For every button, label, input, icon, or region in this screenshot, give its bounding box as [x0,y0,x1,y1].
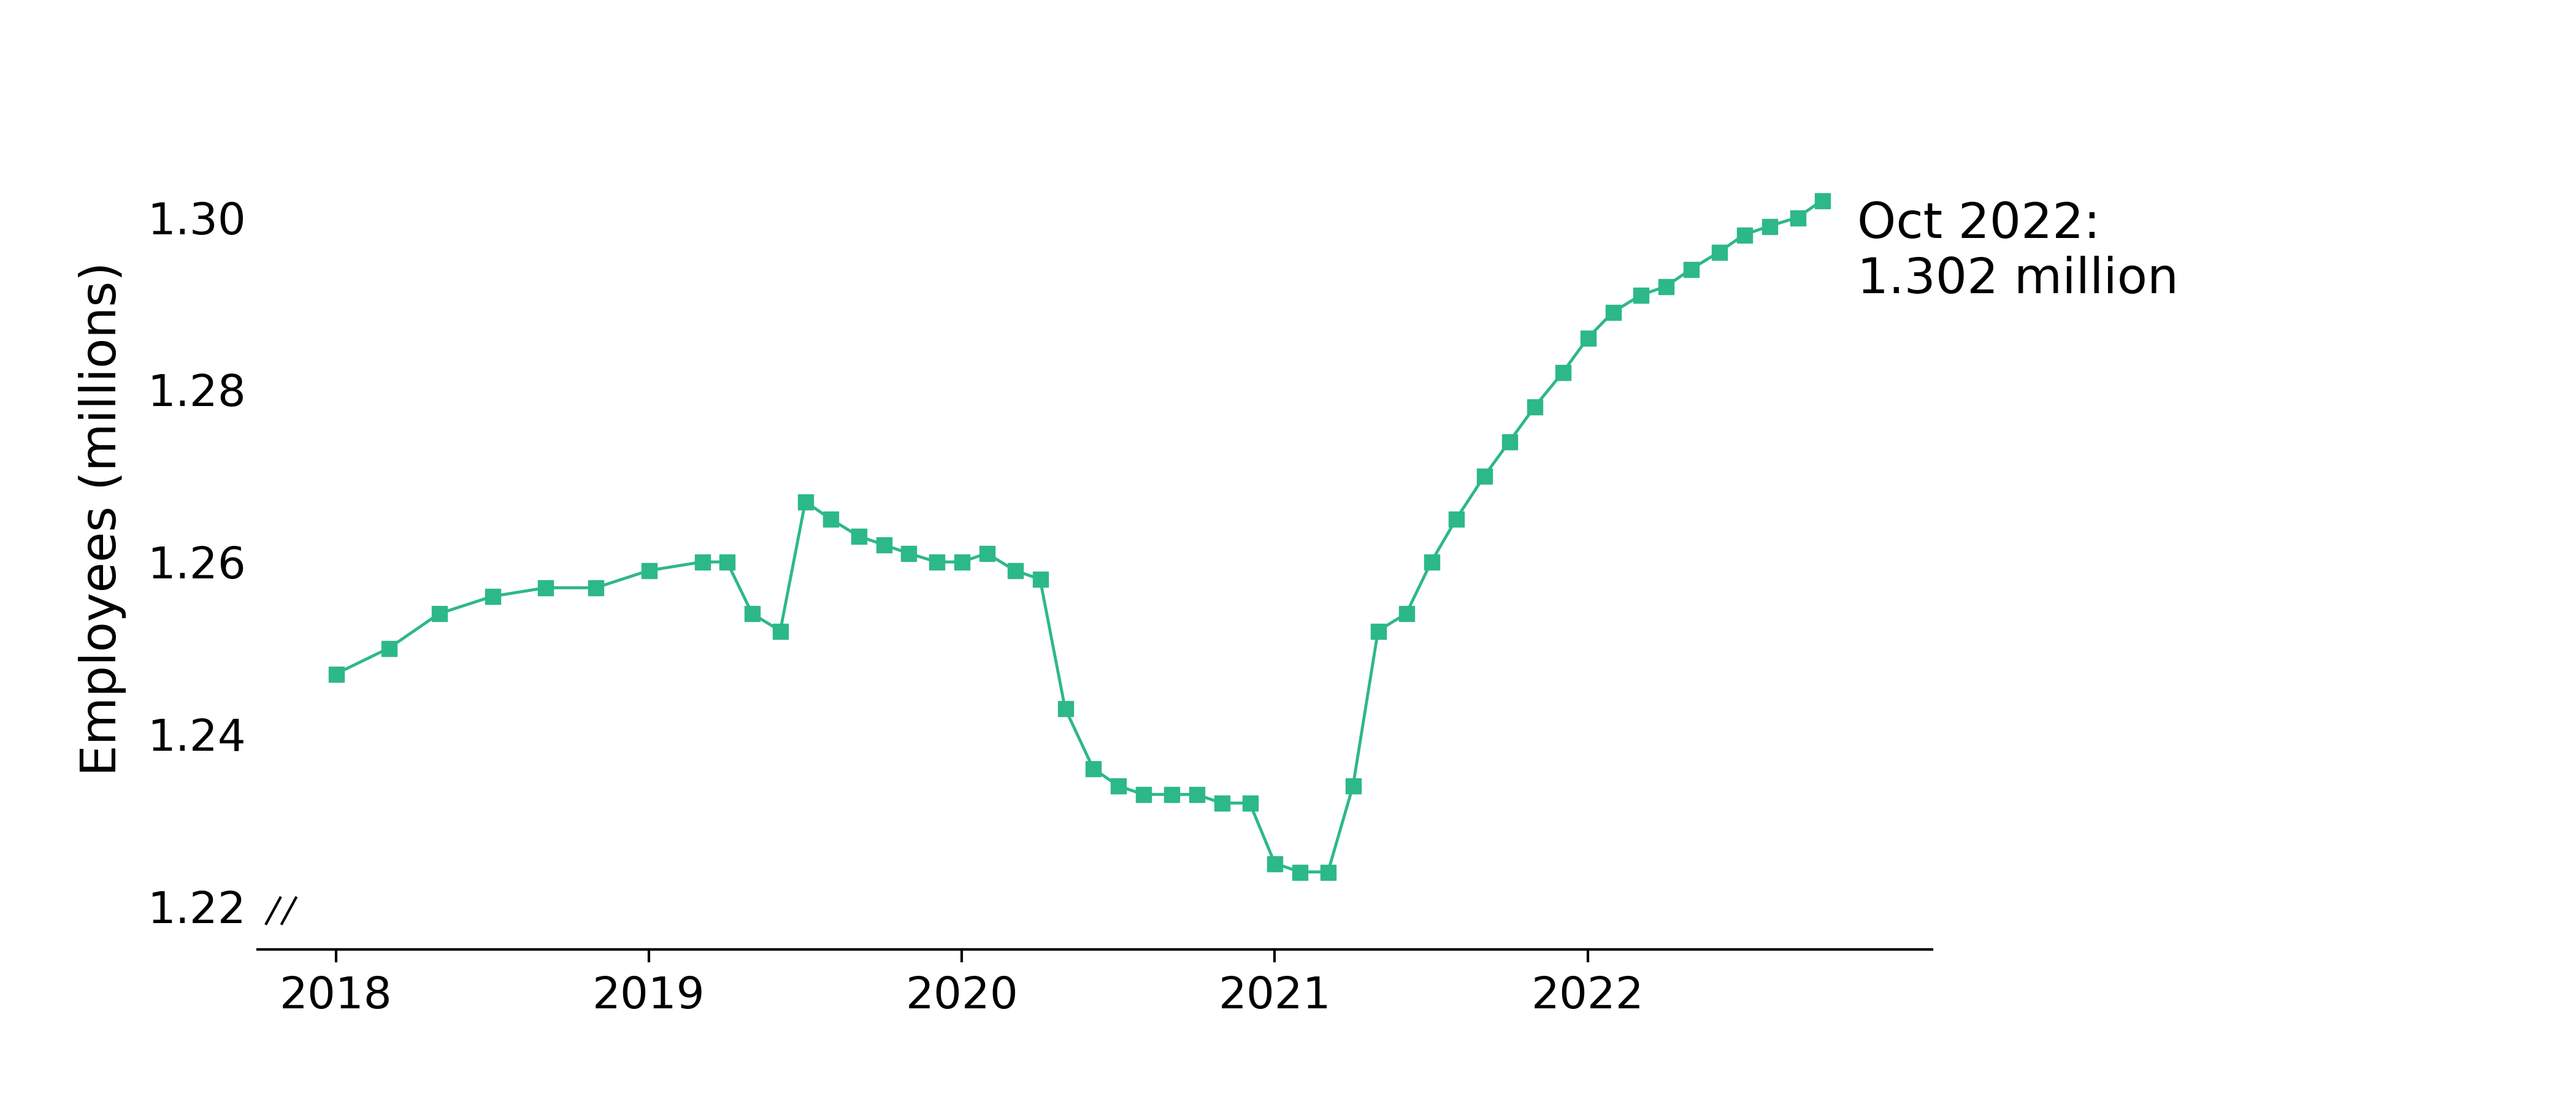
Text: Oct 2022:
1.302 million: Oct 2022: 1.302 million [1857,200,2179,304]
Y-axis label: Employees (millions): Employees (millions) [77,262,126,776]
